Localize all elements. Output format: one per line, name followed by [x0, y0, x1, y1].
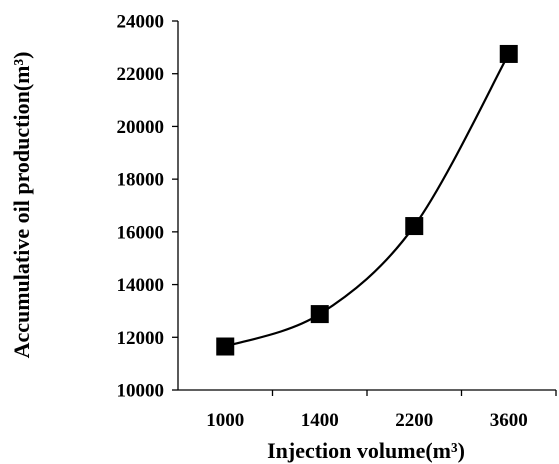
x-ticks: 1000 1400 2200 3600 [206, 390, 557, 431]
y-tick-label: 12000 [117, 328, 165, 349]
y-tick-label: 18000 [117, 170, 165, 191]
y-tick-label: 24000 [117, 12, 165, 33]
data-point-marker [499, 44, 518, 63]
axes [177, 21, 556, 391]
y-tick-label: 14000 [117, 275, 165, 296]
x-axis-title: Injection volume(m³) [267, 438, 465, 463]
data-point-marker [216, 337, 235, 356]
y-tick-label: 20000 [117, 117, 165, 138]
series [216, 44, 518, 356]
y-tick-label: 22000 [117, 64, 165, 85]
x-tick-label: 1000 [206, 410, 244, 431]
y-ticks: 10000 12000 14000 16000 18000 20000 22000 24000 [117, 12, 178, 402]
y-axis-title: Accumulative oil production(m³) [9, 52, 34, 359]
x-tick-label: 3600 [490, 410, 528, 431]
series-line [224, 53, 510, 348]
data-point-marker [310, 305, 329, 324]
x-tick-label: 1400 [301, 410, 339, 431]
y-tick-label: 10000 [117, 381, 165, 402]
y-tick-label: 16000 [117, 222, 165, 243]
data-point-marker [405, 217, 424, 236]
x-tick-label: 2200 [395, 410, 433, 431]
